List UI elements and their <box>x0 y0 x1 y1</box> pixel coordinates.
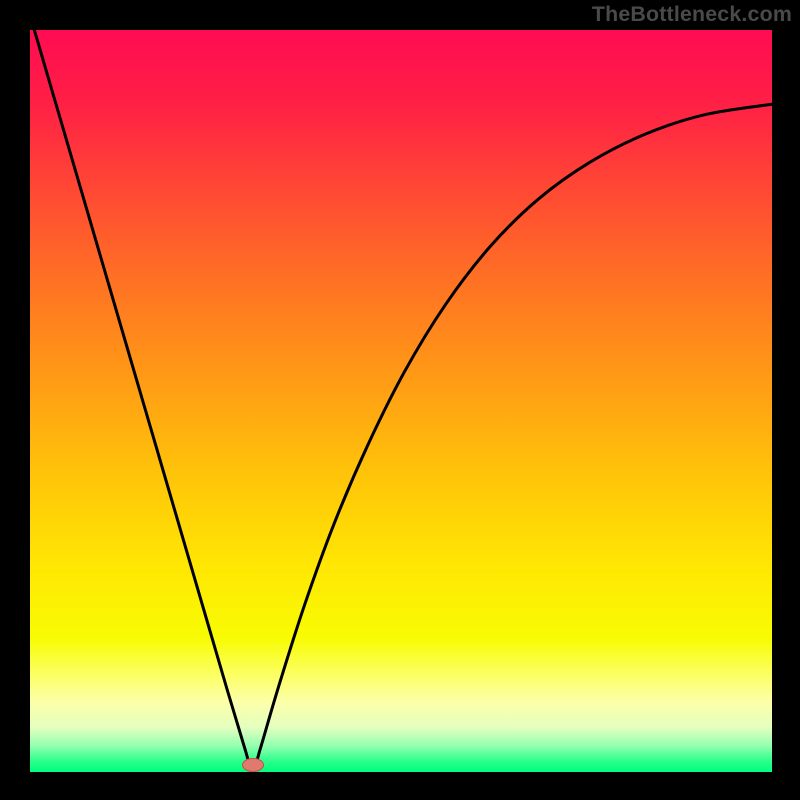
optimal-point-marker <box>242 758 264 772</box>
attribution-label: TheBottleneck.com <box>592 2 792 27</box>
plot-area <box>30 30 772 772</box>
chart-container: TheBottleneck.com <box>0 0 800 800</box>
curve-layer <box>30 30 772 772</box>
bottleneck-curve <box>30 30 772 772</box>
